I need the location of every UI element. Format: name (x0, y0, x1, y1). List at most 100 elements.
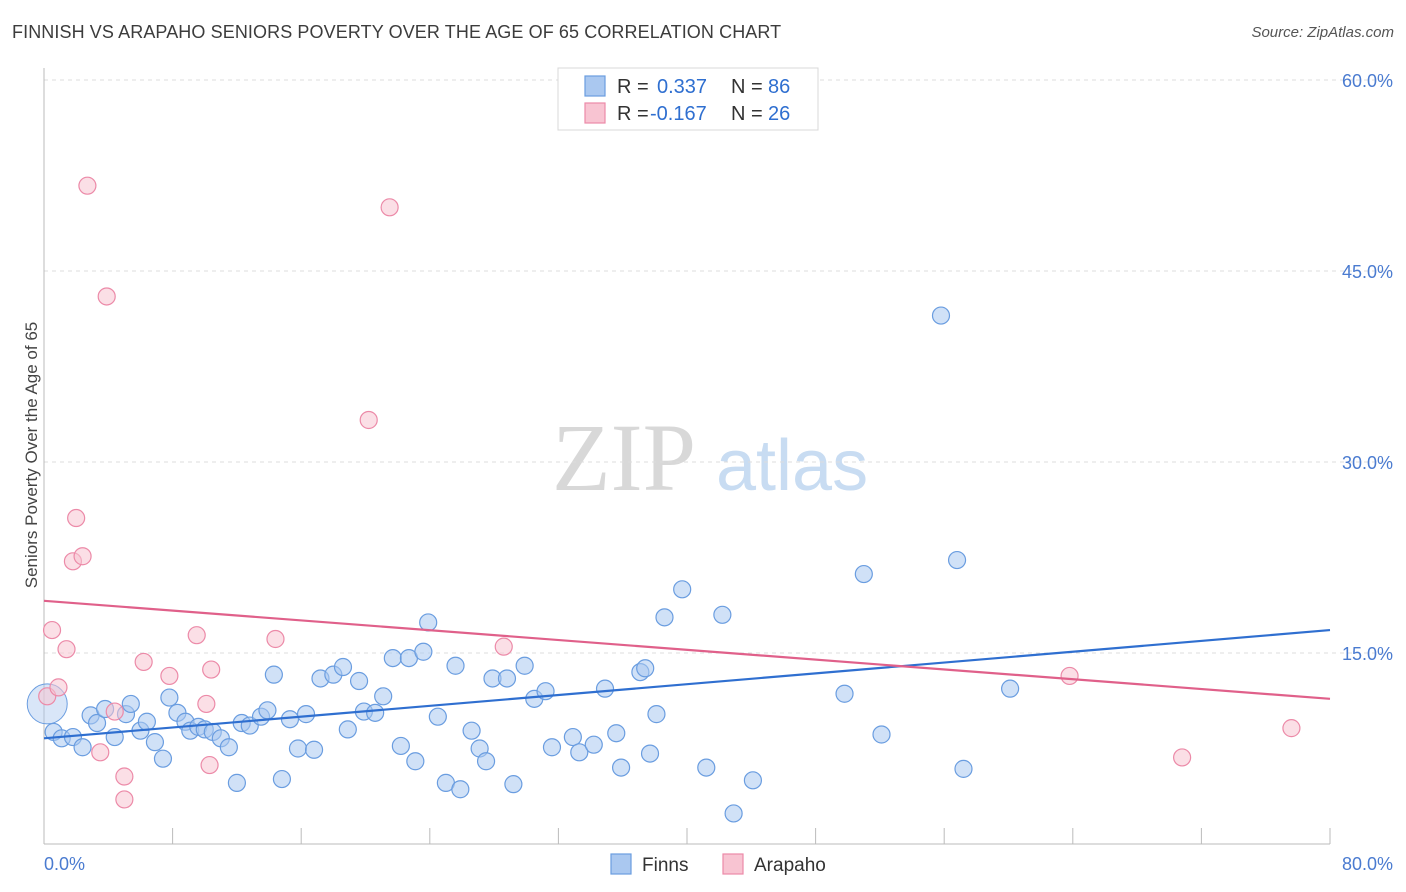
arapaho-point (49, 678, 68, 697)
finns-point (446, 656, 465, 675)
finns-point (462, 721, 481, 740)
finns-point (515, 656, 534, 675)
finns-point (542, 738, 562, 757)
legend-finns-swatch (610, 853, 632, 875)
finns-point (366, 703, 385, 722)
finns-point (835, 684, 854, 703)
finns-point (264, 665, 283, 684)
arapaho-point (115, 767, 134, 786)
x-tick-label: 80.0% (1342, 854, 1393, 874)
arapaho-r-value: -0.167 (650, 103, 707, 125)
finns-point (697, 758, 716, 777)
finns-point (304, 740, 324, 759)
finns-point (428, 707, 447, 726)
finns-point (854, 564, 873, 584)
source-note: Source: ZipAtlas.com (1251, 24, 1394, 41)
finns-point (338, 720, 357, 739)
y-axis-label: Seniors Poverty Over the Age of 65 (22, 322, 41, 588)
gridlines (44, 79, 1394, 654)
y-tick-label: 60.0% (1342, 71, 1393, 91)
finns-point (563, 727, 582, 747)
y-tick-labels: 15.0% 30.0% 45.0% 60.0% (1342, 71, 1393, 664)
finns-point (647, 705, 666, 724)
watermark: ZIP atlas (552, 404, 868, 511)
arapaho-point (380, 198, 399, 217)
finns-point (73, 738, 92, 757)
finns-swatch (584, 75, 606, 97)
arapaho-n-value: 26 (768, 103, 790, 125)
arapaho-point (1060, 666, 1079, 686)
finns-point (296, 705, 316, 724)
finns-point (954, 759, 973, 778)
finns-point (595, 679, 615, 698)
arapaho-point (187, 626, 206, 645)
series-legend: Finns Arapaho (610, 853, 826, 876)
arapaho-swatch (584, 102, 606, 124)
finns-point (724, 804, 743, 823)
arapaho-point (359, 410, 378, 430)
finns-point (655, 608, 674, 627)
finns-n-label: N = (731, 76, 763, 98)
finns-point (673, 580, 692, 599)
arapaho-point (78, 176, 97, 195)
legend-arapaho-label: Arapaho (754, 855, 826, 876)
finns-point (160, 688, 179, 707)
trend-lines (43, 599, 1331, 740)
finns-r-value: 0.337 (657, 76, 707, 98)
finns-point (419, 613, 438, 632)
finns-point (636, 659, 655, 678)
finns-point (219, 738, 238, 757)
finns-point (640, 744, 660, 763)
arapaho-point (1173, 748, 1192, 767)
x-tick-label: 0.0% (44, 854, 85, 874)
finns-point (227, 773, 246, 792)
arapaho-point (202, 660, 221, 679)
x-tick-labels: 0.0% 80.0% (44, 854, 1393, 874)
arapaho-points (38, 176, 1301, 809)
y-tick-label: 30.0% (1342, 453, 1393, 473)
finns-point (288, 739, 308, 758)
arapaho-point (134, 652, 153, 672)
finns-point (947, 550, 967, 570)
arapaho-point (91, 743, 110, 762)
finns-point (451, 780, 470, 799)
finns-point (414, 642, 433, 661)
arapaho-point (494, 637, 513, 656)
finns-point (145, 733, 165, 752)
arapaho-point (200, 755, 219, 775)
finns-point (1001, 679, 1020, 698)
finns-point (611, 758, 631, 777)
finns-point (872, 725, 891, 744)
finns-point (258, 701, 277, 720)
arapaho-point (97, 287, 116, 306)
finns-point (504, 775, 523, 794)
finns-point (391, 736, 410, 756)
finns-n-value: 86 (768, 76, 790, 98)
finns-point (607, 724, 626, 743)
finns-r-label: R = (617, 76, 649, 98)
arapaho-point (42, 620, 62, 640)
finns-point (743, 771, 763, 790)
watermark-atlas: atlas (716, 426, 868, 506)
finns-point (383, 648, 402, 668)
finns-point (349, 671, 369, 691)
arapaho-n-label: N = (731, 103, 763, 125)
stats-legend: R = 0.337 N = 86 R = -0.167 N = 26 (557, 67, 819, 131)
finns-point (713, 605, 732, 624)
arapaho-point (115, 790, 134, 809)
y-tick-label: 45.0% (1342, 262, 1393, 282)
arapaho-point (57, 640, 76, 659)
chart-title: FINNISH VS ARAPAHO SENIORS POVERTY OVER … (12, 22, 782, 42)
finns-point (87, 713, 107, 733)
arapaho-trend-line (43, 599, 1331, 700)
finns-point (584, 735, 603, 754)
arapaho-point (197, 694, 216, 714)
axes (43, 68, 1331, 845)
legend-arapaho-swatch (722, 853, 744, 875)
finns-trend-line (43, 628, 1331, 740)
finns-point (272, 769, 292, 789)
y-tick-label: 15.0% (1342, 644, 1393, 664)
finns-point (476, 752, 496, 771)
finns-point (497, 669, 517, 688)
